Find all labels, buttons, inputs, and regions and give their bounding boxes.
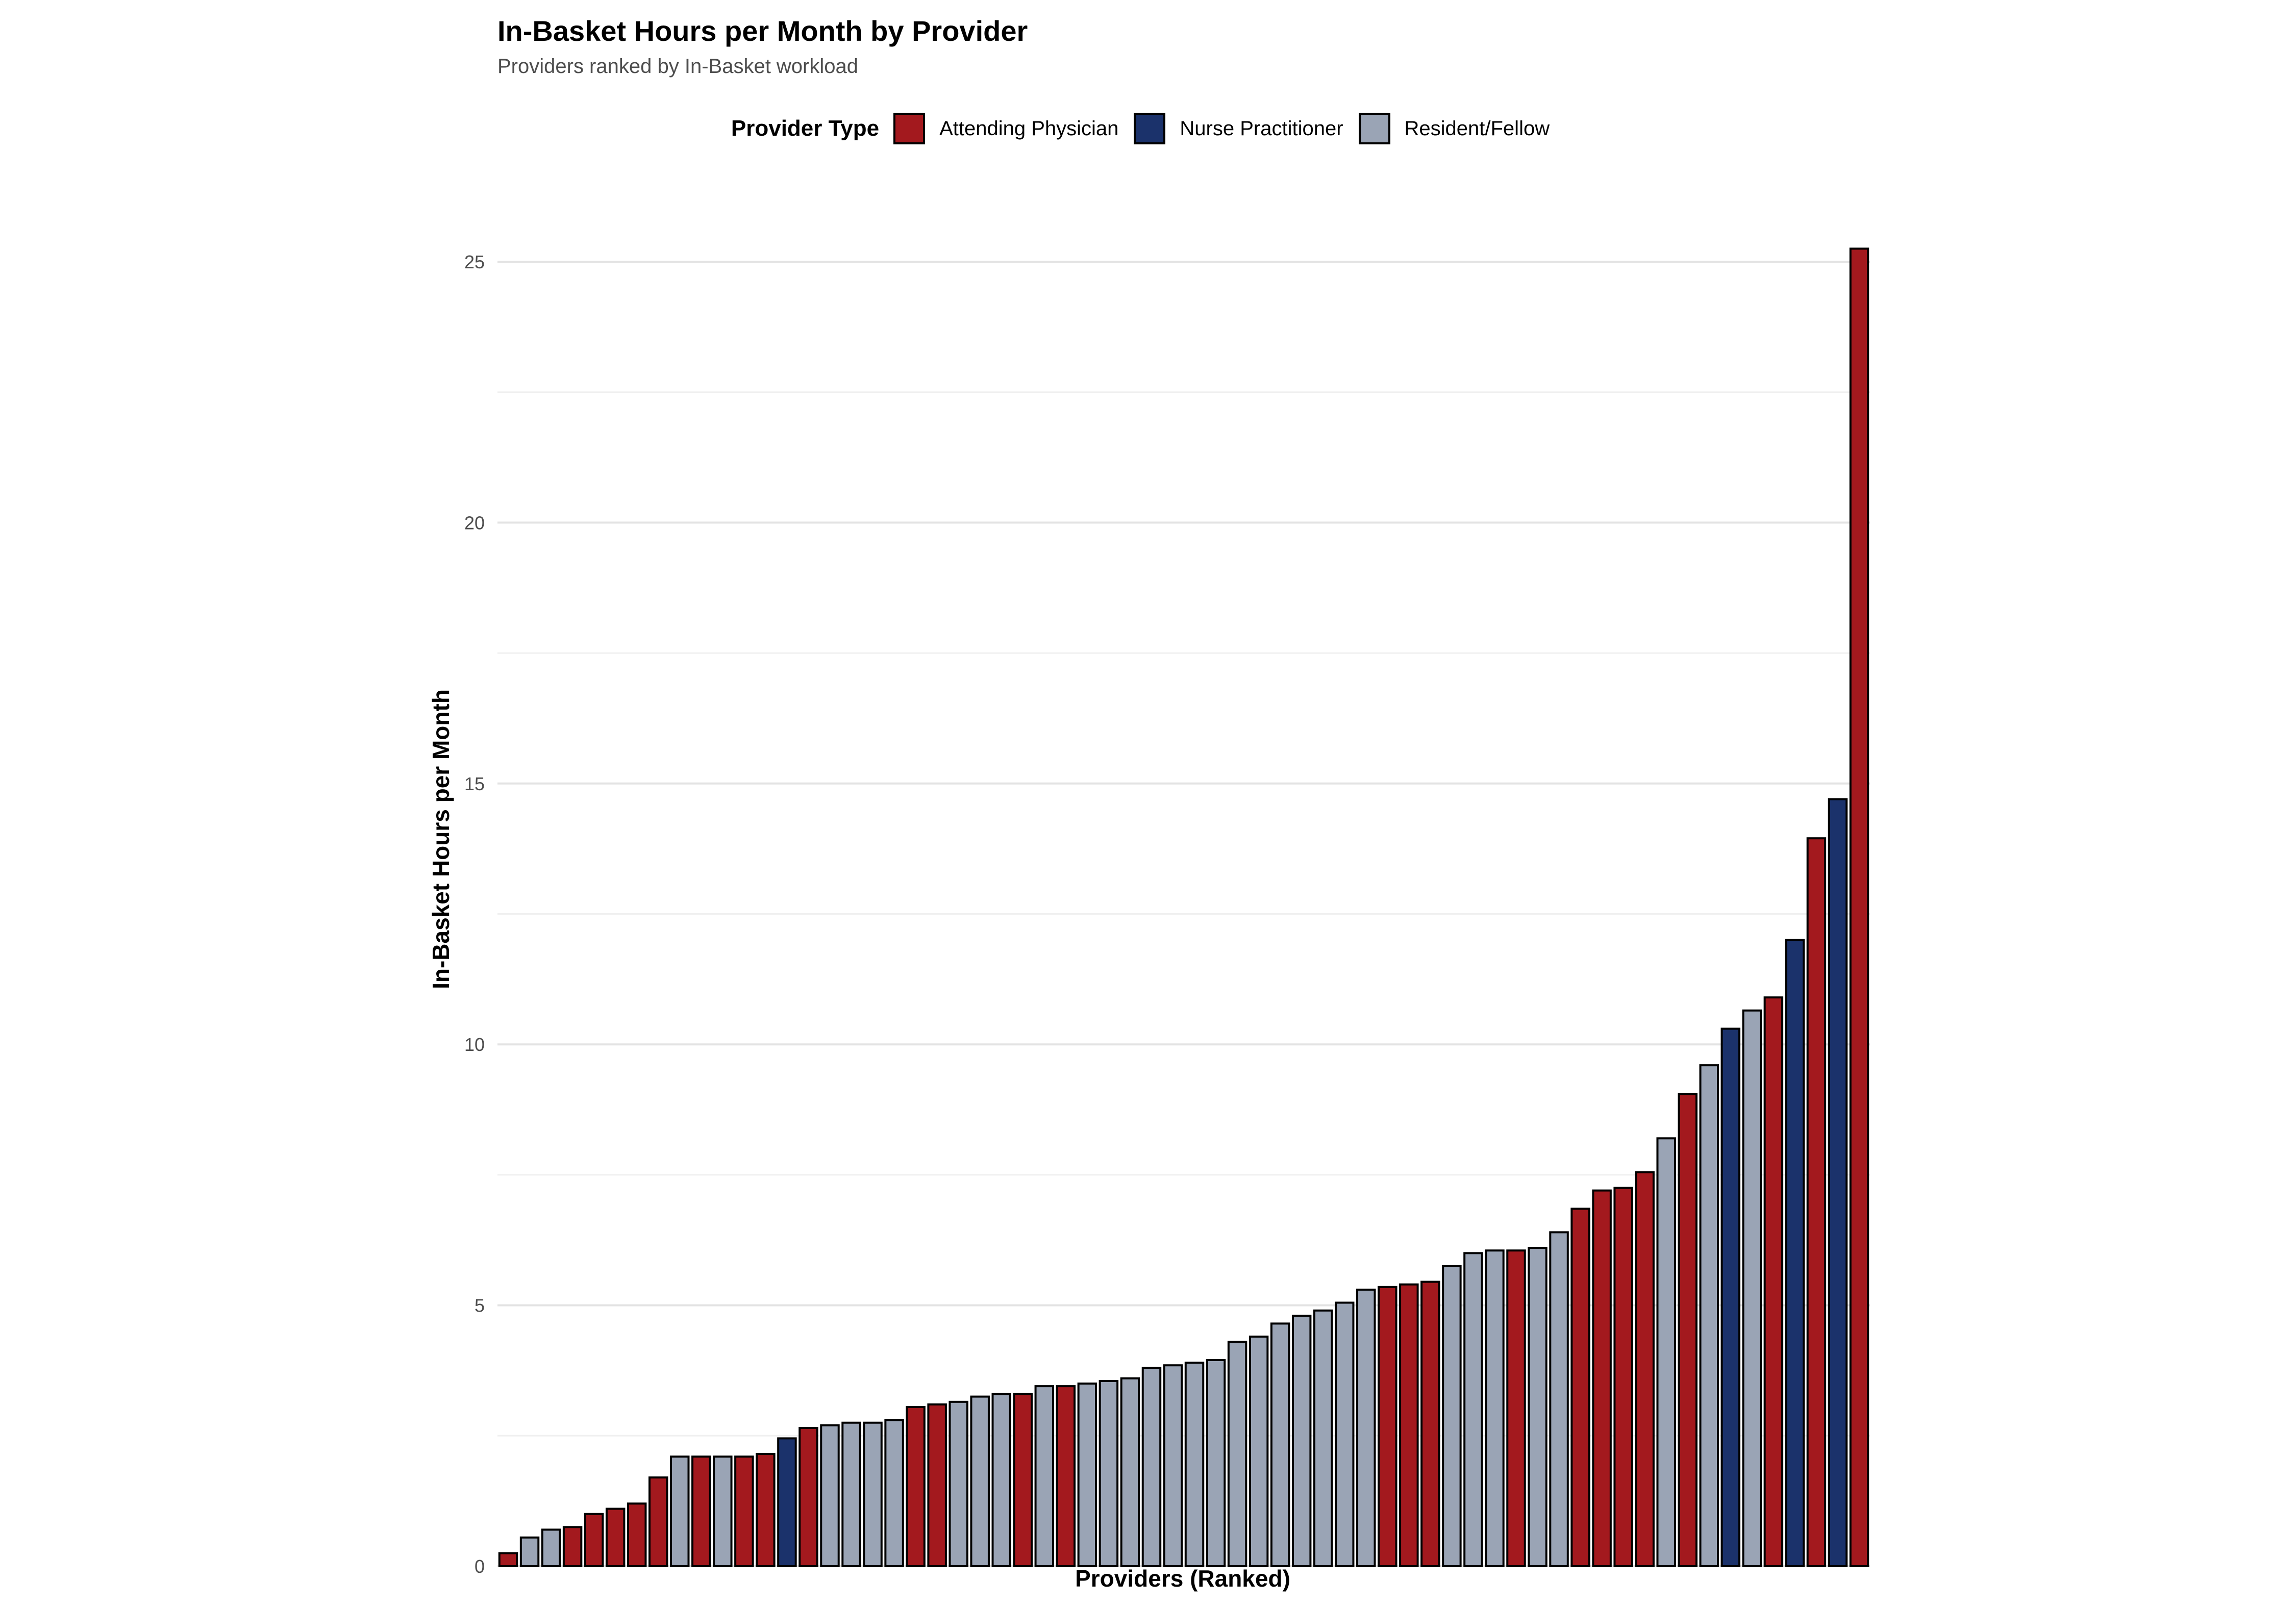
bar: [1378, 1286, 1397, 1567]
bar: [1399, 1283, 1419, 1567]
bar: [1442, 1265, 1462, 1567]
bar: [1463, 1252, 1483, 1568]
bar: [1592, 1189, 1612, 1567]
chart-title: In-Basket Hours per Month by Provider: [497, 15, 1028, 47]
bar: [1420, 1280, 1440, 1567]
bar: [562, 1526, 583, 1568]
legend-title: Provider Type: [731, 116, 880, 141]
legend-label-resident-fellow: Resident/Fellow: [1404, 117, 1550, 140]
bar: [1206, 1359, 1226, 1567]
bar: [863, 1421, 883, 1567]
bar: [1249, 1335, 1269, 1568]
bar: [991, 1393, 1011, 1568]
bar: [1291, 1315, 1312, 1567]
bar: [1570, 1208, 1590, 1568]
bar: [1828, 798, 1848, 1567]
y-tick-label: 20: [464, 512, 485, 533]
bar: [1034, 1385, 1055, 1568]
bar: [1699, 1064, 1719, 1568]
legend-label-attending-physician: Attending Physician: [939, 117, 1119, 140]
y-tick-label: 15: [464, 773, 485, 794]
legend-swatch-attending-physician: [893, 113, 926, 144]
y-tick-label: 25: [464, 252, 485, 272]
bar: [1785, 939, 1805, 1567]
bar: [820, 1424, 840, 1567]
bar: [841, 1421, 861, 1567]
bar: [1077, 1383, 1097, 1568]
legend-label-nurse-practitioner: Nurse Practitioner: [1180, 117, 1343, 140]
bar: [1656, 1137, 1676, 1567]
bar: [541, 1528, 561, 1568]
y-tick-label: 5: [475, 1295, 485, 1316]
y-axis-title: In-Basket Hours per Month: [428, 689, 454, 989]
bar: [648, 1476, 668, 1568]
bar: [1528, 1247, 1548, 1568]
bar: [519, 1536, 540, 1568]
bar: [1099, 1379, 1119, 1567]
bar: [906, 1406, 926, 1567]
bar: [1613, 1187, 1633, 1567]
bar: [1742, 1009, 1762, 1567]
legend-item-nurse-practitioner: Nurse Practitioner: [1134, 113, 1343, 144]
bar: [798, 1426, 818, 1567]
bar: [627, 1502, 647, 1567]
bar: [1335, 1301, 1355, 1568]
y-axis-ticks: 0 5 10 15 20 25: [464, 252, 485, 1577]
bar: [1506, 1249, 1526, 1568]
bar: [1313, 1309, 1333, 1567]
bars: [498, 247, 1869, 1568]
bar: [691, 1455, 711, 1567]
bar: [713, 1455, 733, 1567]
bar: [1356, 1288, 1376, 1567]
bar: [1549, 1231, 1569, 1567]
bar: [1849, 247, 1869, 1568]
bar: [1163, 1364, 1183, 1567]
bar: [498, 1552, 518, 1567]
bar: [1806, 837, 1827, 1567]
y-tick-label: 0: [475, 1556, 485, 1577]
bar: [1120, 1377, 1140, 1567]
legend-swatch-nurse-practitioner: [1134, 113, 1166, 144]
bar: [584, 1513, 604, 1567]
bar: [777, 1437, 797, 1568]
bar: [970, 1395, 990, 1568]
bar: [949, 1400, 968, 1568]
bar: [1678, 1093, 1698, 1567]
bar: [1485, 1249, 1505, 1568]
bar: [1013, 1393, 1033, 1568]
bar: [670, 1455, 690, 1567]
bar: [605, 1508, 626, 1567]
bar: [1270, 1322, 1290, 1567]
y-tick-label: 10: [464, 1034, 485, 1055]
bar: [756, 1453, 776, 1567]
bar: [884, 1419, 904, 1567]
bar: [1056, 1385, 1076, 1568]
bar: [1141, 1367, 1162, 1567]
gridlines: [497, 261, 1870, 1567]
chart-subtitle: Providers ranked by In-Basket workload: [497, 55, 858, 78]
bar: [1635, 1171, 1655, 1567]
legend-item-attending-physician: Attending Physician: [893, 113, 1118, 144]
bar: [1227, 1341, 1247, 1568]
bar: [927, 1403, 947, 1567]
bar: [1763, 996, 1784, 1567]
bar: [1720, 1027, 1741, 1567]
legend: Provider Type Attending Physician Nurse …: [0, 108, 2296, 149]
x-axis-title: Providers (Ranked): [1075, 1565, 1290, 1592]
bar: [734, 1455, 754, 1567]
legend-swatch-resident-fellow: [1358, 113, 1390, 144]
legend-item-resident-fellow: Resident/Fellow: [1358, 113, 1550, 144]
bar: [1184, 1362, 1205, 1567]
